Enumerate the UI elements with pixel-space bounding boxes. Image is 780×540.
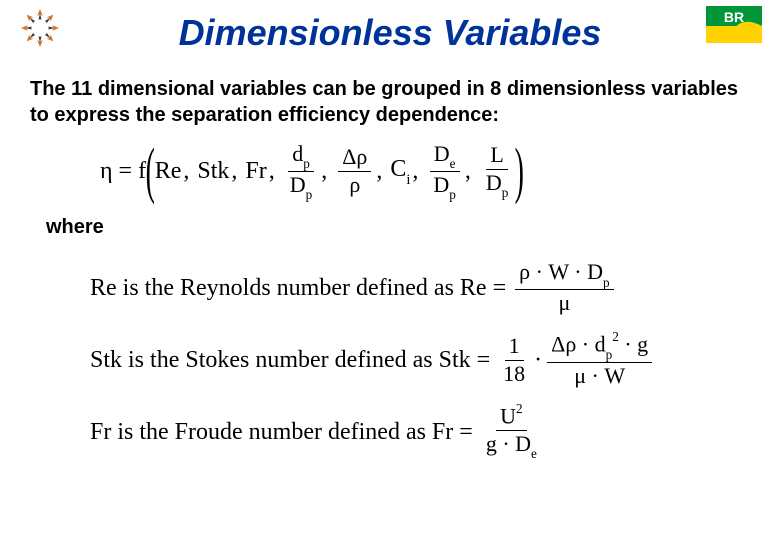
stk-dot: · [532,347,544,374]
def-froude: Fr is the Froude number defined as Fr = … [90,403,750,461]
definitions: Re is the Reynolds number defined as Re … [30,259,750,461]
re-frac: ρ · W · Dp μ [515,260,613,315]
frac-drho-rho: Δρ ρ [338,145,371,196]
frac-dp-Dp: dp Dp [286,142,316,201]
arg-re: Re [155,158,182,185]
frac-De-Dp: De Dp [429,142,459,201]
slide-title: Dimensionless Variables [179,12,602,54]
main-equation: η = f ( Re, Stk, Fr, dp Dp , Δρ ρ , Ci, … [30,140,750,202]
re-text: Re is the Reynolds number defined as Re … [90,275,506,302]
where-label: where [30,216,750,239]
fr-frac: U2 g · De [482,404,541,459]
stk-frac1: 1 18 [499,334,529,385]
arg-fr: Fr [245,158,266,185]
stk-text: Stk is the Stokes number defined as Stk … [90,347,490,374]
intro-text: The 11 dimensional variables can be grou… [30,76,750,128]
paren-open: ( [146,140,155,202]
fr-text: Fr is the Froude number defined as Fr = [90,419,473,446]
def-reynolds: Re is the Reynolds number defined as Re … [90,259,750,317]
def-stokes: Stk is the Stokes number defined as Stk … [90,331,750,389]
slide: BR Dimensionless Variables The 11 dimens… [0,0,780,540]
paren-close: ) [515,140,524,202]
header: Dimensionless Variables [0,0,780,54]
arg-stk: Stk [197,158,229,185]
body: The 11 dimensional variables can be grou… [0,54,780,461]
stk-frac2: Δρ · dp2 · g μ · W [547,332,652,387]
arg-ci: Ci [390,156,410,187]
frac-L-Dp: L Dp [482,143,512,198]
eq-lhs: η = f [100,158,146,185]
